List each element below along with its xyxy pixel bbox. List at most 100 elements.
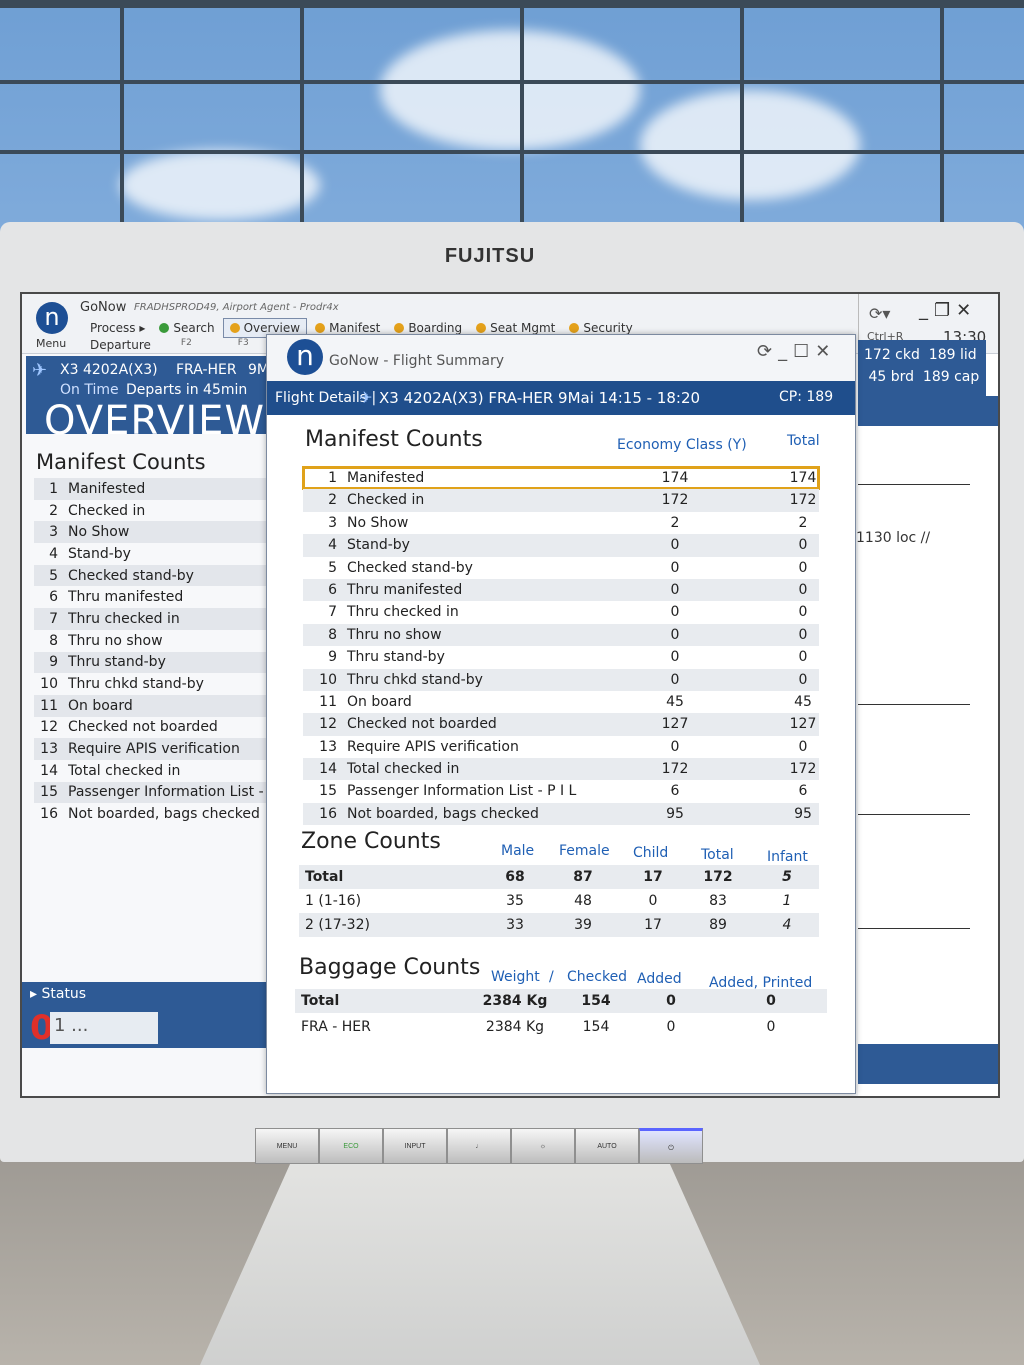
departure-label[interactable]: Departure xyxy=(90,338,151,352)
sun-icon: ☼ xyxy=(539,1143,547,1150)
main-nav: Process ▸ Search Overview Manifest Board… xyxy=(84,318,641,338)
zone-total: 89 xyxy=(709,917,727,933)
loc-text: 1130 loc // xyxy=(856,530,931,546)
economy-value: 6 xyxy=(670,783,680,800)
zone-female: 48 xyxy=(574,893,592,909)
overview-list-item[interactable]: 3 No Show xyxy=(34,521,280,544)
baggage-row[interactable]: FRA - HER 2384 Kg 154 0 0 xyxy=(295,1015,827,1039)
menu-label[interactable]: Menu xyxy=(36,337,67,350)
brd-count: 45 brd xyxy=(868,369,915,385)
overview-list-item[interactable]: 15 Passenger Information List - P xyxy=(34,781,280,804)
overview-list-item[interactable]: 4 Stand-by xyxy=(34,543,280,565)
volume-hw-button[interactable]: ♩ xyxy=(447,1128,511,1164)
manifest-row[interactable]: 5 Checked stand-by 0 0 xyxy=(303,557,819,579)
total-value: 0 xyxy=(798,649,808,666)
manifest-row[interactable]: 16 Not boarded, bags checked 95 95 xyxy=(303,802,819,826)
nav-overview[interactable]: Overview xyxy=(222,318,308,338)
dialog-title: GoNow - Flight Summary xyxy=(329,353,505,369)
baggage-row[interactable]: Total 2384 Kg 154 0 0 xyxy=(295,989,827,1013)
zone-female: 39 xyxy=(574,917,592,933)
menu-hw-button[interactable]: MENU xyxy=(255,1128,319,1164)
zone-row[interactable]: Total 68 87 17 172 5 xyxy=(299,865,819,889)
app-subtitle: FRADHSPROD49, Airport Agent - Prodr4x xyxy=(134,302,339,313)
overview-list-item[interactable]: 6 Thru manifested xyxy=(34,586,280,608)
economy-col-header: Economy Class (Y) xyxy=(617,437,747,453)
row-label: Manifested xyxy=(347,470,425,486)
overview-list-item[interactable]: 14 Total checked in xyxy=(34,760,280,782)
close-icon[interactable]: ✕ xyxy=(815,341,837,362)
nav-search[interactable]: Search xyxy=(153,318,220,338)
zone-total: 83 xyxy=(709,893,727,909)
nav-seat-mgmt[interactable]: Seat Mgmt xyxy=(470,318,561,338)
app-logo-icon[interactable]: n xyxy=(36,302,68,334)
overview-list-item[interactable]: 11 On board xyxy=(34,694,280,717)
status-field[interactable]: 1 ... xyxy=(50,1012,158,1044)
status-count: 0 xyxy=(30,1008,54,1048)
nav-security[interactable]: Security xyxy=(563,318,638,338)
dialog-titlebar[interactable]: n GoNow - Flight Summary ⟳_☐✕ xyxy=(267,335,855,381)
overview-list-item[interactable]: 1 Manifested xyxy=(34,478,280,500)
overview-list-item[interactable]: 12 Checked not boarded xyxy=(34,717,280,739)
item-label: Passenger Information List - P xyxy=(68,784,277,801)
baggage-label: Total xyxy=(301,993,340,1009)
manifest-row[interactable]: 9 Thru stand-by 0 0 xyxy=(303,646,819,668)
item-label: Checked in xyxy=(68,502,146,519)
nav-boarding[interactable]: Boarding xyxy=(388,318,468,338)
auto-hw-button[interactable]: AUTO xyxy=(575,1128,639,1164)
nav-process[interactable]: Process ▸ xyxy=(90,321,146,335)
close-icon[interactable]: ✕ xyxy=(956,300,978,321)
zone-row[interactable]: 1 (1-16) 35 48 0 83 1 xyxy=(299,889,819,913)
power-hw-button[interactable]: ⏻ xyxy=(639,1128,703,1164)
overview-list-item[interactable]: 5 Checked stand-by xyxy=(34,564,280,587)
brightness-hw-button[interactable]: ☼ xyxy=(511,1128,575,1164)
total-value: 0 xyxy=(798,581,808,598)
overview-manifest-list: 1 Manifested 2 Checked in 3 No Show 4 Stand-by 5… xyxy=(34,478,280,825)
manifest-row[interactable]: 15 Passenger Information List - P I L 6 6 xyxy=(303,780,819,802)
overview-list-item[interactable]: 8 Thru no show xyxy=(34,630,280,652)
total-col-header: Total xyxy=(787,433,820,449)
eco-hw-button[interactable]: ECO xyxy=(319,1128,383,1164)
ckd-count: 172 ckd xyxy=(864,347,920,363)
restore-icon[interactable]: ❐ xyxy=(934,300,957,321)
zone-infant: 5 xyxy=(782,869,792,885)
overview-list-item[interactable]: 10 Thru chkd stand-by xyxy=(34,673,280,695)
manifest-row[interactable]: 7 Thru checked in 0 0 xyxy=(303,601,819,623)
total-value: 0 xyxy=(798,537,808,554)
item-number: 5 xyxy=(49,567,58,584)
zone-label: 2 (17-32) xyxy=(305,917,370,933)
zone-row[interactable]: 2 (17-32) 33 39 17 89 4 xyxy=(299,913,819,937)
refresh-icon[interactable]: ⟳ xyxy=(757,341,779,362)
manifest-row[interactable]: 3 No Show 2 2 xyxy=(303,512,819,534)
overview-list-item[interactable]: 16 Not boarded, bags checked xyxy=(34,803,280,825)
economy-value: 95 xyxy=(666,805,684,822)
baggage-label: FRA - HER xyxy=(301,1019,371,1035)
minimize-icon[interactable]: _ xyxy=(919,300,934,321)
maximize-icon[interactable]: ☐ xyxy=(793,341,816,362)
overview-list-item[interactable]: 2 Checked in xyxy=(34,500,280,522)
item-number: 6 xyxy=(49,589,58,606)
minimize-icon[interactable]: _ xyxy=(778,341,794,362)
input-hw-button[interactable]: INPUT xyxy=(383,1128,447,1164)
manifest-row[interactable]: 1 Manifested 174 174 xyxy=(302,465,820,491)
manifest-row[interactable]: 4 Stand-by 0 0 xyxy=(303,534,819,557)
economy-value: 174 xyxy=(661,470,689,486)
item-label: Checked not boarded xyxy=(68,719,218,736)
status-bar[interactable]: ▸ Status xyxy=(22,982,282,1008)
overview-list-item[interactable]: 7 Thru checked in xyxy=(34,608,280,630)
refresh-icon[interactable]: ⟳▾ xyxy=(869,304,891,323)
manifest-row[interactable]: 14 Total checked in 172 172 xyxy=(303,758,819,781)
nav-manifest[interactable]: Manifest xyxy=(309,318,386,338)
total-value: 0 xyxy=(798,559,808,576)
overview-list-item[interactable]: 9 Thru stand-by xyxy=(34,651,280,674)
manifest-row[interactable]: 8 Thru no show 0 0 xyxy=(303,623,819,647)
manifest-row[interactable]: 11 On board 45 45 xyxy=(303,691,819,713)
manifest-row[interactable]: 12 Checked not boarded 127 127 xyxy=(303,713,819,736)
flight-details-label: Flight Details | xyxy=(275,390,377,406)
row-number: 6 xyxy=(328,581,337,598)
row-number: 12 xyxy=(319,716,337,733)
manifest-row[interactable]: 6 Thru manifested 0 0 xyxy=(303,578,819,602)
manifest-row[interactable]: 2 Checked in 172 172 xyxy=(303,489,819,512)
manifest-row[interactable]: 10 Thru chkd stand-by 0 0 xyxy=(303,668,819,691)
overview-list-item[interactable]: 13 Require APIS verification xyxy=(34,738,280,760)
manifest-row[interactable]: 13 Require APIS verification 0 0 xyxy=(303,736,819,758)
